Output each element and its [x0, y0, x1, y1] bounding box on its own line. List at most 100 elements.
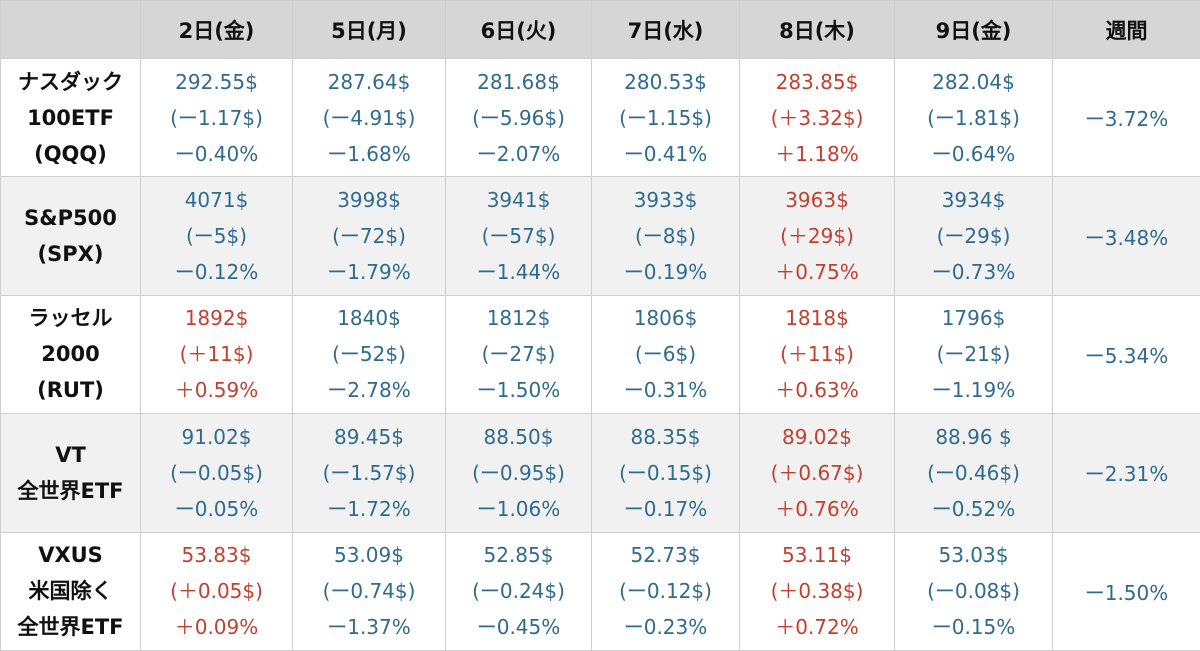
row-label: ラッセル 2000 (RUT): [0, 294, 141, 415]
weekly-change: ー3.72%: [1052, 57, 1200, 178]
price-value: 3963$: [785, 188, 849, 213]
day-cell: 1818$ (＋11$) ＋0.63%: [739, 294, 895, 415]
weekly-change: ー5.34%: [1052, 294, 1200, 415]
day-cell: 89.45$ (ー1.57$) ー1.72%: [292, 413, 446, 533]
price-value: 1806$: [633, 306, 698, 331]
price-value: 88.50$: [483, 424, 554, 449]
change-value: (ー72$): [332, 224, 406, 249]
row-label-line: S&P500: [24, 206, 117, 231]
change-value: (＋3.32$): [770, 105, 864, 130]
change-value: (＋11$): [780, 342, 854, 367]
percent-change: ー0.23%: [623, 615, 708, 640]
percent-change: ー0.19%: [623, 260, 708, 285]
change-value: (＋0.67$): [770, 460, 864, 485]
price-value: 3934$: [941, 188, 1006, 213]
day-cell: 281.68$ (ー5.96$) ー2.07%: [445, 57, 592, 178]
change-value: (ー5.96$): [472, 105, 565, 130]
day-cell: 3933$ (ー8$) ー0.19%: [591, 176, 740, 296]
change-value: (ー27$): [481, 342, 556, 367]
day-cell: 3963$ (＋29$) ＋0.75%: [739, 176, 895, 296]
change-value: (＋0.38$): [770, 579, 864, 604]
change-value: (ー0.05$): [170, 460, 263, 485]
header-corner: [0, 0, 141, 59]
price-value: 287.64$: [327, 69, 411, 94]
percent-change: ＋1.18%: [775, 141, 859, 166]
header-day-5: 8日(木): [739, 0, 895, 59]
price-value: 3941$: [486, 188, 551, 213]
day-cell: 88.35$ (ー0.15$) ー0.17%: [591, 413, 740, 533]
day-cell: 52.73$ (ー0.12$) ー0.23%: [591, 531, 740, 651]
price-value: 1818$: [785, 306, 849, 331]
change-value: (ー5$): [185, 224, 248, 249]
price-value: 53.83$: [181, 543, 252, 568]
price-value: 52.85$: [483, 543, 554, 568]
percent-change: ー0.40%: [174, 141, 259, 166]
change-value: (ー0.08$): [927, 579, 1020, 604]
change-value: (ー57$): [481, 224, 556, 249]
change-value: (ー0.12$): [619, 579, 712, 604]
row-label: ナスダック 100ETF (QQQ): [0, 57, 141, 178]
row-label-line: (QQQ): [34, 141, 107, 166]
price-value: 1840$: [337, 306, 401, 331]
change-value: (＋0.05$): [170, 579, 263, 604]
percent-change: ー1.68%: [327, 141, 411, 166]
percent-change: ー0.12%: [174, 260, 259, 285]
row-label-line: (SPX): [37, 242, 104, 267]
weekly-change: ー3.48%: [1052, 176, 1200, 296]
change-value: (ー6$): [634, 342, 697, 367]
percent-change: ー1.50%: [476, 378, 561, 403]
price-value: 281.68$: [477, 69, 560, 94]
price-value: 1812$: [486, 306, 551, 331]
percent-change: ＋0.59%: [174, 378, 259, 403]
day-cell: 53.11$ (＋0.38$) ＋0.72%: [739, 531, 895, 651]
percent-change: ー0.73%: [931, 260, 1016, 285]
percent-change: ー0.41%: [623, 141, 708, 166]
price-value: 3998$: [337, 188, 401, 213]
table-row: ラッセル 2000 (RUT) 1892$ (＋11$) ＋0.59% 1840$ (ー52$…: [0, 294, 1200, 415]
header-day-6: 9日(金): [894, 0, 1053, 59]
day-cell: 287.64$ (ー4.91$) ー1.68%: [292, 57, 446, 178]
header-weekly: 週間: [1052, 0, 1200, 59]
day-cell: 88.50$ (ー0.95$) ー1.06%: [445, 413, 592, 533]
table-row: ナスダック 100ETF (QQQ) 292.55$ (ー1.17$) ー0.40% 287…: [0, 57, 1200, 178]
percent-change: ー0.45%: [476, 615, 561, 640]
day-cell: 53.83$ (＋0.05$) ＋0.09%: [140, 531, 293, 651]
row-label-line: VXUS: [38, 543, 103, 568]
change-value: (ー1.57$): [322, 460, 416, 485]
price-value: 53.11$: [782, 543, 852, 568]
change-value: (ー0.95$): [472, 460, 565, 485]
row-label: S&P500 (SPX): [0, 176, 141, 296]
day-cell: 53.09$ (ー0.74$) ー1.37%: [292, 531, 446, 651]
header-row: 2日(金) 5日(月) 6日(火) 7日(水) 8日(木) 9日(金) 週間: [0, 0, 1200, 59]
change-value: (ー1.15$): [619, 105, 712, 130]
header-day-2: 5日(月): [292, 0, 446, 59]
price-value: 53.09$: [334, 543, 404, 568]
change-value: (＋11$): [179, 342, 254, 367]
price-value: 53.03$: [938, 543, 1009, 568]
row-label-line: 米国除く: [28, 579, 113, 604]
row-label-line: (RUT): [37, 378, 104, 403]
price-value: 88.96 $: [935, 424, 1012, 449]
percent-change: ー2.07%: [476, 141, 561, 166]
price-value: 1892$: [184, 306, 249, 331]
day-cell: 1892$ (＋11$) ＋0.59%: [140, 294, 293, 415]
row-label-line: VT: [55, 442, 86, 467]
percent-change: ー0.15%: [931, 615, 1016, 640]
change-value: (ー0.15$): [619, 460, 712, 485]
row-label-line: 100ETF: [27, 105, 114, 130]
header-day-3: 6日(火): [445, 0, 592, 59]
percent-change: ー0.31%: [623, 378, 708, 403]
price-value: 1796$: [941, 306, 1006, 331]
row-label-line: ナスダック: [18, 69, 123, 94]
day-cell: 52.85$ (ー0.24$) ー0.45%: [445, 531, 592, 651]
day-cell: 88.96 $ (ー0.46$) ー0.52%: [894, 413, 1053, 533]
percent-change: ＋0.09%: [174, 615, 259, 640]
change-value: (ー21$): [936, 342, 1011, 367]
day-cell: 283.85$ (＋3.32$) ＋1.18%: [739, 57, 895, 178]
percent-change: ー1.72%: [327, 496, 411, 521]
percent-change: ー1.44%: [476, 260, 561, 285]
percent-change: ー1.79%: [327, 260, 411, 285]
day-cell: 3941$ (ー57$) ー1.44%: [445, 176, 592, 296]
price-value: 292.55$: [175, 69, 258, 94]
day-cell: 4071$ (ー5$) ー0.12%: [140, 176, 293, 296]
